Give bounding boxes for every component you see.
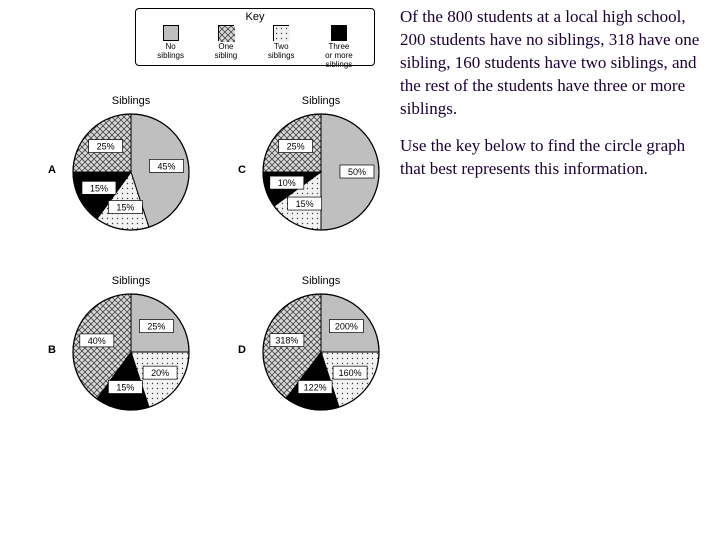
key-row: No siblings One sibling Two siblings Thr… bbox=[136, 25, 374, 69]
slice-label-text: 15% bbox=[296, 199, 314, 209]
chart-letter: A bbox=[48, 164, 56, 176]
pie-chart-a: SiblingsA45%15%15%25% bbox=[70, 95, 192, 233]
slice-label-text: 15% bbox=[116, 383, 134, 393]
key-swatch-black bbox=[331, 25, 347, 41]
key-swatch-solid-gray bbox=[163, 25, 179, 41]
slice-label-text: 20% bbox=[151, 368, 169, 378]
slice-label-text: 40% bbox=[88, 336, 106, 346]
slice-label-text: 200% bbox=[335, 322, 358, 332]
key-item-three-more: Three or more siblings bbox=[325, 25, 353, 69]
pie-chart-d: SiblingsD200%160%122%318% bbox=[260, 275, 382, 413]
pie-svg: 25% 20% 15% 40% bbox=[70, 291, 192, 413]
key-item-two-siblings: Two siblings bbox=[268, 25, 295, 69]
slice-label-text: 10% bbox=[278, 178, 296, 188]
slice-label-text: 25% bbox=[287, 142, 305, 152]
legend-key: Key No siblings One sibling Two siblings… bbox=[135, 8, 375, 66]
slice-label-text: 25% bbox=[147, 322, 165, 332]
slice-label-text: 318% bbox=[275, 336, 298, 346]
slice-label-text: 15% bbox=[90, 183, 108, 193]
chart-letter: D bbox=[238, 344, 246, 356]
pie-svg: 50% 15% 10% 25% bbox=[260, 111, 382, 233]
key-swatch-crosshatch bbox=[218, 25, 234, 41]
slice-label-text: 50% bbox=[348, 167, 366, 177]
slice-label-text: 25% bbox=[97, 142, 115, 152]
paragraph-2: Use the key below to find the circle gra… bbox=[400, 135, 700, 181]
paragraph-1: Of the 800 students at a local high scho… bbox=[400, 6, 700, 121]
key-swatch-dots bbox=[273, 25, 289, 41]
chart-title: Siblings bbox=[70, 95, 192, 107]
chart-letter: C bbox=[238, 164, 246, 176]
key-item-one-sibling: One sibling bbox=[215, 25, 238, 69]
chart-title: Siblings bbox=[260, 275, 382, 287]
pie-svg: 200% 160% 122% 318% bbox=[260, 291, 382, 413]
chart-title: Siblings bbox=[260, 95, 382, 107]
pie-chart-b: SiblingsB25%20%15%40% bbox=[70, 275, 192, 413]
key-item-no-siblings: No siblings bbox=[157, 25, 184, 69]
slice-label-text: 160% bbox=[339, 368, 362, 378]
pie-chart-c: SiblingsC50%15%10%25% bbox=[260, 95, 382, 233]
key-title: Key bbox=[136, 11, 374, 23]
pie-svg: 45% 15% 15% 25% bbox=[70, 111, 192, 233]
problem-text: Of the 800 students at a local high scho… bbox=[400, 6, 700, 195]
slice-label-text: 122% bbox=[304, 382, 327, 392]
slice-label-text: 45% bbox=[158, 161, 176, 171]
slice-label-text: 15% bbox=[116, 203, 134, 213]
chart-letter: B bbox=[48, 344, 56, 356]
chart-title: Siblings bbox=[70, 275, 192, 287]
